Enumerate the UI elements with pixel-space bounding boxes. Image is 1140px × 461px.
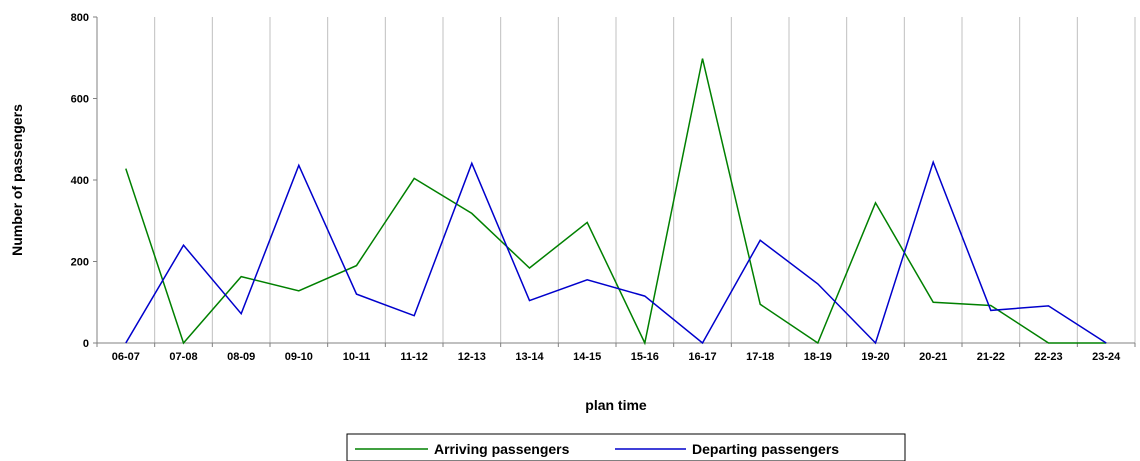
x-tick-label: 17-18 <box>746 351 774 363</box>
y-tick-label: 600 <box>71 94 89 106</box>
x-tick-label: 23-24 <box>1092 351 1121 363</box>
x-tick-label: 06-07 <box>112 351 140 363</box>
y-ticks: 0 200 400 600 800 <box>71 12 97 350</box>
y-tick-label: 400 <box>71 175 89 187</box>
x-tick-label: 20-21 <box>919 351 947 363</box>
series-line-departing <box>125 159 1107 345</box>
x-tick-label: 15-16 <box>631 351 659 363</box>
grid <box>154 17 1136 343</box>
x-tick-label: 22-23 <box>1034 351 1062 363</box>
x-tick-label: 10-11 <box>343 351 371 363</box>
x-tick-label: 18-19 <box>804 351 832 363</box>
legend-label-arriving: Arriving passengers <box>434 441 570 457</box>
x-tick-label: 09-10 <box>285 351 313 363</box>
x-tick-label: 14-15 <box>573 351 601 363</box>
x-tick-label: 07-08 <box>169 351 197 363</box>
legend: Arriving passengers Departing passengers <box>346 433 906 461</box>
y-tick-label: 200 <box>71 257 89 269</box>
x-tick-label: 11-12 <box>400 351 428 363</box>
x-axis-title: plan time <box>585 397 647 413</box>
series <box>125 58 1107 346</box>
x-tick-label: 12-13 <box>458 351 486 363</box>
legend-label-departing: Departing passengers <box>692 441 839 457</box>
y-tick-label: 0 <box>83 338 89 350</box>
x-tick-label: 21-22 <box>977 351 1005 363</box>
x-tick-label: 08-09 <box>227 351 255 363</box>
x-tick-label: 16-17 <box>688 351 716 363</box>
y-axis-title: Number of passengers <box>9 104 25 256</box>
y-tick-label: 800 <box>71 12 89 24</box>
series-line-arriving <box>125 58 1107 346</box>
x-tick-label: 19-20 <box>861 351 889 363</box>
x-ticks: 06-07 07-08 08-09 09-10 10-11 11-12 12-13 13-14… <box>96 343 1136 363</box>
x-tick-label: 13-14 <box>515 351 544 363</box>
legend-box <box>346 433 906 461</box>
